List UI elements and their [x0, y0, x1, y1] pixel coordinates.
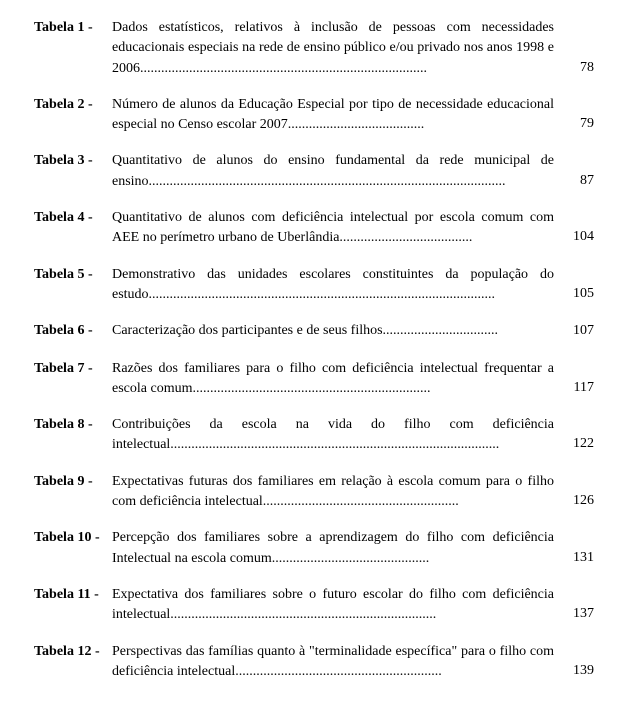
entry-label: Tabela 6 - — [34, 321, 112, 341]
entry-description: Expectativa dos familiares sobre o futur… — [112, 585, 560, 626]
entry-page: 104 — [560, 227, 594, 248]
table-entry: Tabela 11 -Expectativa dos familiares so… — [34, 585, 594, 626]
entry-description: Contribuições da escola na vida do filho… — [112, 415, 560, 456]
entry-label: Tabela 12 - — [34, 642, 112, 662]
table-entry: Tabela 7 -Razões dos familiares para o f… — [34, 359, 594, 400]
table-entry: Tabela 10 -Percepção dos familiares sobr… — [34, 528, 594, 569]
entry-description: Razões dos familiares para o filho com d… — [112, 359, 560, 400]
entry-description: Demonstrativo das unidades escolares con… — [112, 265, 560, 306]
entry-page: 107 — [560, 321, 594, 342]
entry-page: 131 — [560, 548, 594, 569]
entry-label: Tabela 4 - — [34, 208, 112, 228]
table-entry: Tabela 2 -Número de alunos da Educação E… — [34, 95, 594, 136]
table-entry: Tabela 5 -Demonstrativo das unidades esc… — [34, 265, 594, 306]
entry-page: 79 — [560, 114, 594, 135]
table-of-tables: Tabela 1 -Dados estatísticos, relativos … — [34, 18, 594, 682]
entry-label: Tabela 3 - — [34, 151, 112, 171]
entry-label: Tabela 2 - — [34, 95, 112, 115]
entry-label: Tabela 8 - — [34, 415, 112, 435]
entry-page: 87 — [560, 171, 594, 192]
entry-page: 117 — [560, 378, 594, 399]
entry-description: Quantitativo de alunos do ensino fundame… — [112, 151, 560, 192]
entry-label: Tabela 5 - — [34, 265, 112, 285]
table-entry: Tabela 8 -Contribuições da escola na vid… — [34, 415, 594, 456]
entry-page: 126 — [560, 491, 594, 512]
entry-label: Tabela 10 - — [34, 528, 112, 548]
entry-label: Tabela 1 - — [34, 18, 112, 38]
entry-page: 137 — [560, 604, 594, 625]
entry-label: Tabela 9 - — [34, 472, 112, 492]
entry-description: Número de alunos da Educação Especial po… — [112, 95, 560, 136]
entry-page: 139 — [560, 661, 594, 682]
entry-label: Tabela 11 - — [34, 585, 112, 605]
entry-page: 105 — [560, 284, 594, 305]
entry-page: 78 — [560, 58, 594, 79]
table-entry: Tabela 1 -Dados estatísticos, relativos … — [34, 18, 594, 79]
entry-description: Percepção dos familiares sobre a aprendi… — [112, 528, 560, 569]
entry-label: Tabela 7 - — [34, 359, 112, 379]
entry-description: Expectativas futuras dos familiares em r… — [112, 472, 560, 513]
entry-description: Perspectivas das famílias quanto à "term… — [112, 642, 560, 683]
entry-description: Dados estatísticos, relativos à inclusão… — [112, 18, 560, 79]
entry-description: Caracterização dos participantes e de se… — [112, 321, 560, 341]
table-entry: Tabela 3 -Quantitativo de alunos do ensi… — [34, 151, 594, 192]
entry-description: Quantitativo de alunos com deficiência i… — [112, 208, 560, 249]
table-entry: Tabela 6 -Caracterização dos participant… — [34, 321, 594, 342]
entry-page: 122 — [560, 434, 594, 455]
table-entry: Tabela 12 -Perspectivas das famílias qua… — [34, 642, 594, 683]
table-entry: Tabela 4 -Quantitativo de alunos com def… — [34, 208, 594, 249]
table-entry: Tabela 9 -Expectativas futuras dos famil… — [34, 472, 594, 513]
